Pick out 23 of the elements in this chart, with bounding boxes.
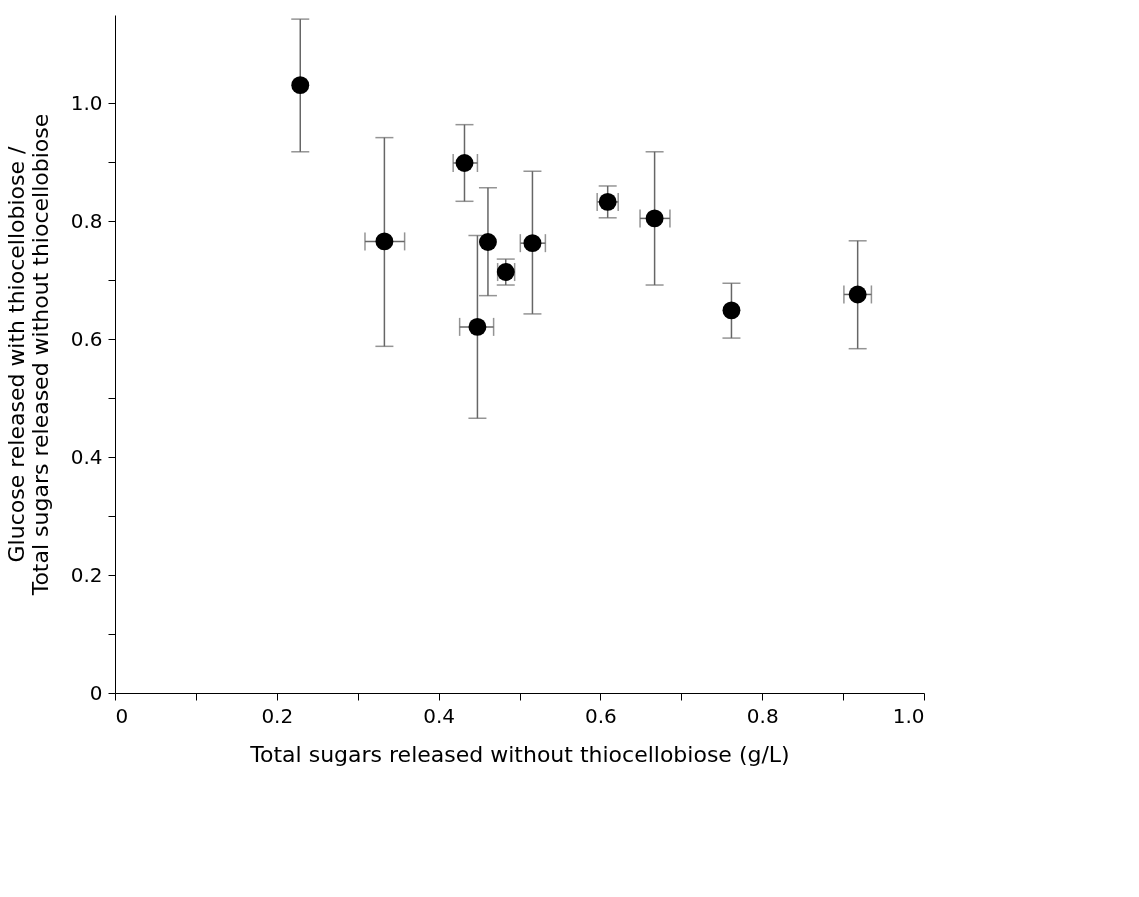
x-tick-label: 0.6 [584, 703, 617, 728]
point [479, 233, 497, 251]
point [523, 234, 542, 253]
y-tick-label: 1.0 [70, 90, 103, 115]
y-axis-title: Glucose released with thiocellobiose / Total sugars released without thiocellobiose [3, 113, 53, 597]
y-tick-label: 0 [89, 680, 103, 705]
point [375, 232, 394, 251]
point [468, 317, 487, 336]
point [291, 76, 310, 95]
point [645, 209, 664, 228]
y-tick-label: 0.6 [70, 326, 103, 351]
y-tick-label: 0.8 [70, 208, 103, 233]
y-tick-label: 0.4 [70, 444, 103, 469]
x-axis-title: Total sugars released without thiocellobiose (g/L) [249, 741, 790, 767]
x-tick-label: 1.0 [892, 703, 925, 728]
x-tick-label: 0.2 [261, 703, 294, 728]
point [455, 154, 474, 172]
x-tick-label: 0.4 [423, 703, 456, 728]
x-tick-label: 0 [115, 703, 129, 728]
point [848, 285, 867, 304]
x-tick-label: 0.8 [746, 703, 779, 728]
y-tick-label: 0.2 [70, 562, 103, 587]
point [722, 301, 741, 320]
